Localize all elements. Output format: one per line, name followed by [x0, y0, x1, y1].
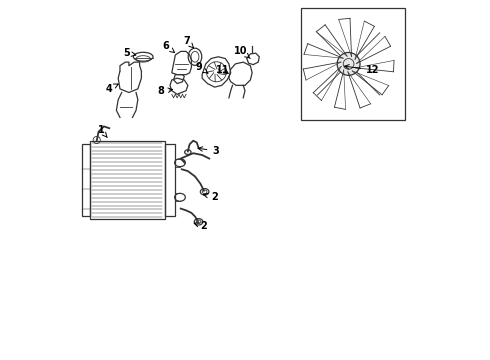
Text: 6: 6 — [162, 41, 174, 53]
Circle shape — [337, 53, 360, 75]
Text: 10: 10 — [234, 46, 250, 58]
Text: 7: 7 — [184, 36, 194, 48]
Text: 11: 11 — [216, 65, 230, 75]
Text: 1: 1 — [98, 125, 107, 138]
Text: 4: 4 — [105, 84, 118, 94]
Text: 9: 9 — [196, 63, 208, 73]
Text: 2: 2 — [203, 192, 218, 202]
Text: 5: 5 — [123, 48, 136, 58]
Text: 12: 12 — [344, 64, 380, 75]
Text: 8: 8 — [157, 86, 172, 96]
Text: 2: 2 — [194, 221, 207, 231]
Text: 3: 3 — [198, 146, 219, 156]
